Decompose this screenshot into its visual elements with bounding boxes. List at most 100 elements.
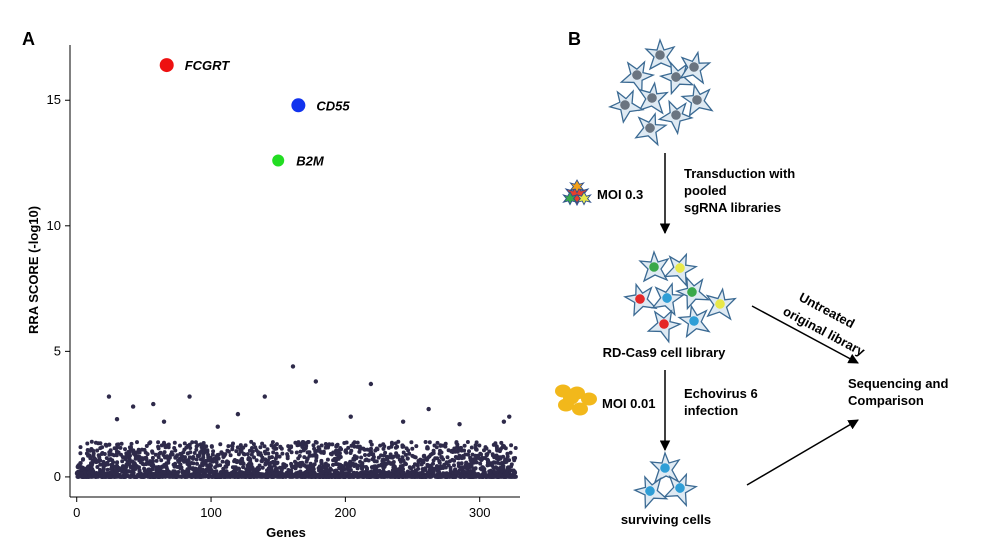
- gene-point: [505, 454, 510, 459]
- gene-point: [320, 474, 325, 479]
- gene-point: [137, 458, 142, 463]
- gene-point: [470, 452, 475, 457]
- gene-point: [510, 474, 515, 479]
- gene-point: [294, 450, 299, 455]
- gene-point: [213, 465, 218, 470]
- gene-point: [296, 461, 301, 466]
- gene-point: [113, 474, 117, 479]
- gene-point: [379, 462, 384, 467]
- y-tick-label: 5: [54, 343, 61, 358]
- gene-point: [182, 459, 187, 464]
- gene-point: [421, 474, 425, 479]
- gene-point: [431, 451, 436, 456]
- gene-point: [331, 462, 335, 467]
- gene-point: [323, 442, 328, 446]
- cell-gray: [631, 108, 669, 147]
- gene-point: [334, 457, 339, 462]
- gene-point: [289, 450, 294, 455]
- gene-point: [210, 452, 215, 457]
- cell-nucleus: [675, 263, 685, 273]
- gene-point: [415, 463, 420, 468]
- gene-point: [127, 449, 132, 454]
- gene-point: [83, 473, 88, 478]
- gene-point: [280, 451, 285, 456]
- gene-point: [269, 468, 274, 472]
- gene-point: [167, 474, 172, 479]
- gene-point: [496, 467, 500, 472]
- gene-point: [488, 469, 493, 474]
- gene-point: [360, 461, 365, 466]
- gene-point: [147, 441, 152, 446]
- gene-point: [443, 444, 448, 449]
- x-tick-label: 100: [200, 505, 222, 520]
- gene-point: [120, 459, 125, 464]
- gene-point: [337, 454, 342, 459]
- gene-point: [350, 461, 355, 466]
- gene-point: [85, 441, 90, 446]
- gene-point: [272, 463, 277, 468]
- gene-point: [206, 467, 211, 472]
- gene-point: [266, 458, 270, 463]
- gene-point: [195, 468, 200, 473]
- gene-point: [482, 448, 486, 453]
- gene-point: [114, 449, 119, 454]
- cell-nucleus: [662, 293, 672, 303]
- gene-point: [424, 474, 429, 479]
- gene-point: [104, 456, 109, 461]
- gene-point: [277, 454, 282, 459]
- gene-point: [493, 441, 498, 446]
- cell-nucleus: [635, 294, 645, 304]
- gene-point: [363, 458, 368, 463]
- gene-point: [252, 455, 256, 460]
- gene-point: [303, 474, 307, 479]
- gene-point: [243, 474, 248, 479]
- gene-point: [195, 474, 200, 479]
- x-axis-title: Genes: [266, 525, 306, 540]
- gene-point: [492, 470, 497, 475]
- gene-point: [365, 447, 370, 452]
- gene-point: [431, 468, 436, 473]
- gene-point: [279, 446, 284, 451]
- gene-point: [383, 474, 388, 479]
- gene-point: [358, 446, 362, 451]
- gene-point: [448, 465, 453, 470]
- gene-point: [343, 462, 348, 467]
- gene-point: [135, 440, 139, 445]
- gene-point: [351, 457, 356, 462]
- gene-point: [172, 446, 177, 450]
- gene-point: [102, 452, 107, 456]
- x-tick-label: 200: [335, 505, 357, 520]
- infection-label-line1: Echovirus 6: [684, 386, 758, 401]
- gene-point: [339, 447, 344, 452]
- gene-point: [114, 469, 119, 474]
- gene-point: [133, 456, 138, 461]
- gene-point: [418, 471, 423, 476]
- cell-gray: [676, 48, 713, 85]
- gene-point: [164, 465, 169, 470]
- gene-point-outlier: [215, 424, 220, 429]
- gene-point: [513, 456, 518, 460]
- gene-point: [477, 443, 482, 448]
- gene-point: [166, 469, 171, 474]
- cell-gray: [635, 80, 670, 115]
- gene-point: [107, 452, 112, 457]
- gene-point: [504, 459, 509, 464]
- gene-point: [264, 474, 269, 479]
- gene-point: [217, 474, 222, 479]
- gene-point: [131, 448, 136, 453]
- gene-point: [137, 450, 142, 455]
- gene-point: [307, 465, 312, 470]
- gene-point: [359, 455, 364, 460]
- gene-point: [218, 442, 223, 447]
- gene-point: [274, 472, 279, 477]
- gene-point: [453, 449, 458, 454]
- gene-point: [131, 451, 136, 456]
- cell-gray: [645, 39, 675, 70]
- highlighted-points: FCGRT CD55 B2M: [159, 58, 350, 169]
- transduction-label-line3: sgRNA libraries: [684, 200, 781, 215]
- gene-point: [288, 468, 293, 473]
- lentivirus-icon: [562, 179, 592, 207]
- gene-point: [459, 474, 464, 478]
- gene-point-outlier: [161, 419, 167, 424]
- gene-point: [383, 462, 388, 467]
